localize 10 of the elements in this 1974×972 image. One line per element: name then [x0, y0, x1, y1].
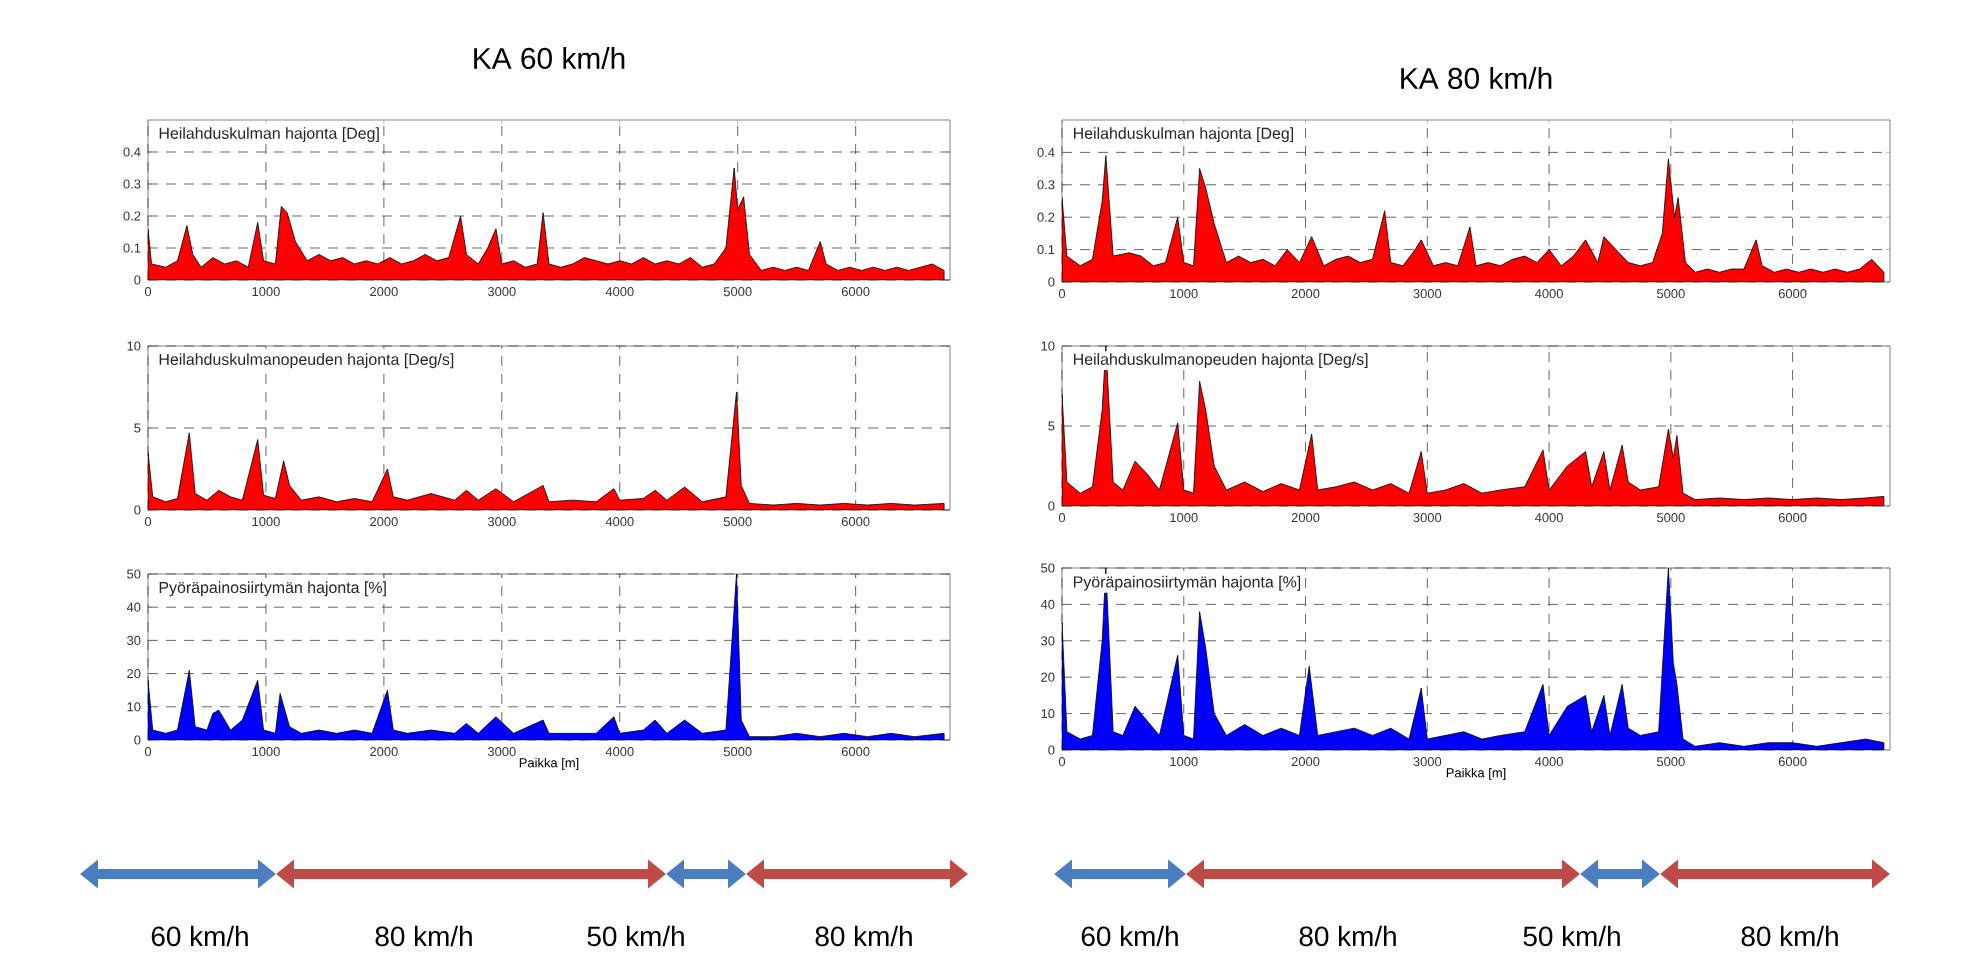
chart-title: KA 60 km/h: [474, 47, 625, 69]
chart-title: KA 80 km/h: [1401, 67, 1552, 89]
text: 80 km/h: [815, 925, 912, 947]
text: 80 km/h: [375, 925, 472, 947]
text: 60 km/h: [151, 925, 248, 947]
text: 50 km/h: [1523, 925, 1620, 947]
text: 80 km/h: [1299, 925, 1396, 947]
text: 80 km/h: [1741, 925, 1838, 947]
text: 50 km/h: [587, 925, 684, 947]
text: 60 km/h: [1081, 925, 1178, 947]
